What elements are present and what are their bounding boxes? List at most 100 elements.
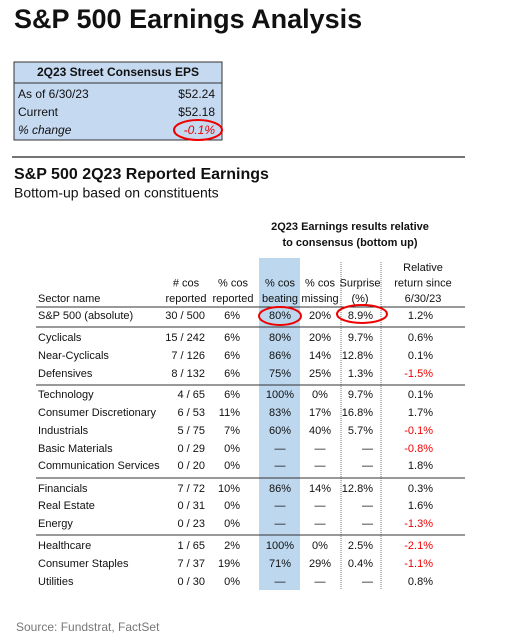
cell-value: — (275, 460, 286, 472)
column-header: reported (166, 293, 207, 305)
column-header: % cos (305, 277, 335, 289)
column-header: % cos (265, 277, 295, 289)
sector-name: Financials (38, 483, 88, 495)
eps-label: As of 6/30/23 (18, 87, 89, 101)
eps-value: -0.1% (184, 123, 216, 137)
cell-value: 15 / 242 (165, 332, 205, 344)
eps-value: $52.24 (178, 87, 215, 101)
column-header: beating (262, 293, 298, 305)
cell-value: 6% (224, 350, 240, 362)
cell-value: 12.8% (342, 483, 373, 495)
cell-value: 0.4% (348, 558, 373, 570)
column-header: (%) (351, 293, 368, 305)
cell-value: 7 / 126 (171, 350, 205, 362)
cell-value: 0% (224, 576, 240, 588)
sector-name: S&P 500 (absolute) (38, 310, 133, 322)
cell-value: 100% (266, 540, 294, 552)
cell-value: 0% (224, 500, 240, 512)
cell-value: 9.7% (348, 389, 373, 401)
cell-value: 0% (312, 389, 328, 401)
eps-box (13, 61, 223, 141)
cell-value: 80% (269, 332, 291, 344)
cell-value: — (275, 443, 286, 455)
cell-value: 0% (312, 540, 328, 552)
cell-value: 0.1% (408, 350, 433, 362)
cell-value: — (362, 443, 373, 455)
cell-value: 1.8% (408, 460, 433, 472)
sector-name: Defensives (38, 368, 93, 380)
sector-name: Industrials (38, 425, 89, 437)
cell-value: 4 / 65 (177, 389, 205, 401)
cell-value: 6 / 53 (177, 407, 205, 419)
column-header: reported (213, 293, 254, 305)
cell-value: -0.8% (404, 443, 433, 455)
column-header: Sector name (38, 293, 100, 305)
cell-value: 0 / 31 (177, 500, 205, 512)
sector-name: Consumer Staples (38, 558, 129, 570)
cell-value: — (275, 576, 286, 588)
cell-value: 17% (309, 407, 331, 419)
cell-value: 86% (269, 350, 291, 362)
cell-value: 1 / 65 (177, 540, 205, 552)
sector-name: Cyclicals (38, 332, 82, 344)
eps-value: $52.18 (178, 105, 215, 119)
cell-value: 5.7% (348, 425, 373, 437)
cell-value: 0.6% (408, 332, 433, 344)
cell-value: 71% (269, 558, 291, 570)
cell-value: 2% (224, 540, 240, 552)
cell-value: 10% (218, 483, 240, 495)
cell-value: — (315, 443, 326, 455)
cell-value: 25% (309, 368, 331, 380)
cell-value: 0.1% (408, 389, 433, 401)
cell-value: 7% (224, 425, 240, 437)
cell-value: 6% (224, 332, 240, 344)
sector-name: Consumer Discretionary (38, 407, 156, 419)
cell-value: 0% (224, 443, 240, 455)
cell-value: 6% (224, 389, 240, 401)
sector-name: Basic Materials (38, 443, 113, 455)
page-title: S&P 500 Earnings Analysis (14, 4, 362, 34)
cell-value: 16.8% (342, 407, 373, 419)
cell-value: -2.1% (404, 540, 433, 552)
cell-value: 100% (266, 389, 294, 401)
cell-value: 19% (218, 558, 240, 570)
cell-value: 6% (224, 310, 240, 322)
eps-label: Current (18, 105, 59, 119)
sector-name: Real Estate (38, 500, 95, 512)
cell-value: — (275, 518, 286, 530)
cell-value: 14% (309, 350, 331, 362)
cell-value: — (362, 500, 373, 512)
cell-value: 8 / 132 (171, 368, 205, 380)
sector-name: Communication Services (38, 460, 160, 472)
sector-name: Utilities (38, 576, 74, 588)
sector-name: Technology (38, 389, 94, 401)
cell-value: 9.7% (348, 332, 373, 344)
cell-value: 20% (309, 332, 331, 344)
highlight-circle (336, 304, 388, 324)
cell-value: 0% (224, 460, 240, 472)
cell-value: — (315, 518, 326, 530)
cell-value: 11% (219, 407, 240, 419)
highlight-circle (258, 306, 302, 326)
cell-value: 7 / 72 (177, 483, 205, 495)
cell-value: 1.2% (408, 310, 433, 322)
cell-value: 30 / 500 (165, 310, 205, 322)
cell-value: 29% (309, 558, 331, 570)
sector-name: Near-Cyclicals (38, 350, 109, 362)
cell-value: -0.1% (404, 425, 433, 437)
cell-value: 40% (309, 425, 331, 437)
cell-value: 86% (269, 483, 291, 495)
eps-box-title: 2Q23 Street Consensus EPS (37, 65, 199, 79)
cell-value: -1.5% (404, 368, 433, 380)
cell-value: 7 / 37 (177, 558, 205, 570)
cell-value: 20% (309, 310, 331, 322)
source-note: Source: Fundstrat, FactSet (16, 620, 160, 634)
cell-value: — (362, 460, 373, 472)
cell-value: 1.6% (408, 500, 433, 512)
cell-value: 5 / 75 (177, 425, 205, 437)
cell-value: 0 / 20 (177, 460, 205, 472)
cell-value: 0.8% (408, 576, 433, 588)
cell-value: 60% (269, 425, 291, 437)
cell-value: — (362, 576, 373, 588)
